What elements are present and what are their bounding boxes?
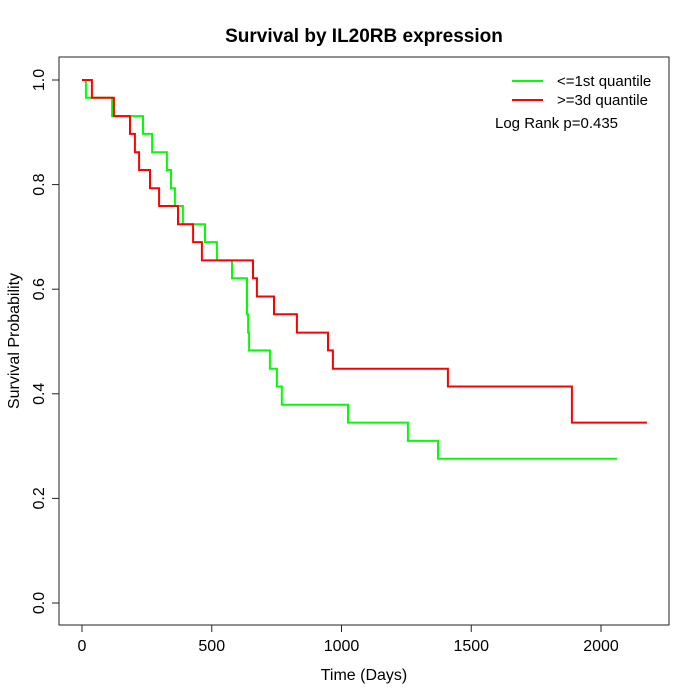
y-tick-label-1: 0.2 xyxy=(31,487,48,509)
km-curve-high-quantile xyxy=(82,79,647,424)
axis-ticks: 0 500 1000 1500 2000 0.0 0.2 0.4 0.6 0.8 1.0 xyxy=(31,69,619,655)
x-tick-label-1: 500 xyxy=(198,638,225,655)
y-tick-label-4: 0.8 xyxy=(31,173,48,195)
legend-label-high-quantile: >=3d quantile xyxy=(557,92,648,109)
x-tick-label-4: 2000 xyxy=(583,638,619,655)
y-tick-label-5: 1.0 xyxy=(31,69,48,91)
chart-title: Survival by IL20RB expression xyxy=(225,26,503,47)
x-tick-label-3: 1500 xyxy=(453,638,489,655)
y-tick-label-3: 0.6 xyxy=(31,278,48,300)
x-tick-label-2: 1000 xyxy=(324,638,360,655)
y-tick-label-0: 0.0 xyxy=(31,592,48,614)
km-curves xyxy=(82,79,647,460)
y-axis-label: Survival Probability xyxy=(6,273,23,409)
km-curve-low-quantile xyxy=(82,79,618,460)
x-tick-label-0: 0 xyxy=(78,638,87,655)
legend-label-low-quantile: <=1st quantile xyxy=(557,73,651,90)
x-axis-label: Time (Days) xyxy=(321,667,408,684)
plot-box xyxy=(58,56,670,626)
legend: <=1st quantile >=3d quantile Log Rank p=… xyxy=(495,73,651,132)
logrank-annotation: Log Rank p=0.435 xyxy=(495,115,618,132)
y-tick-label-2: 0.4 xyxy=(31,383,48,405)
